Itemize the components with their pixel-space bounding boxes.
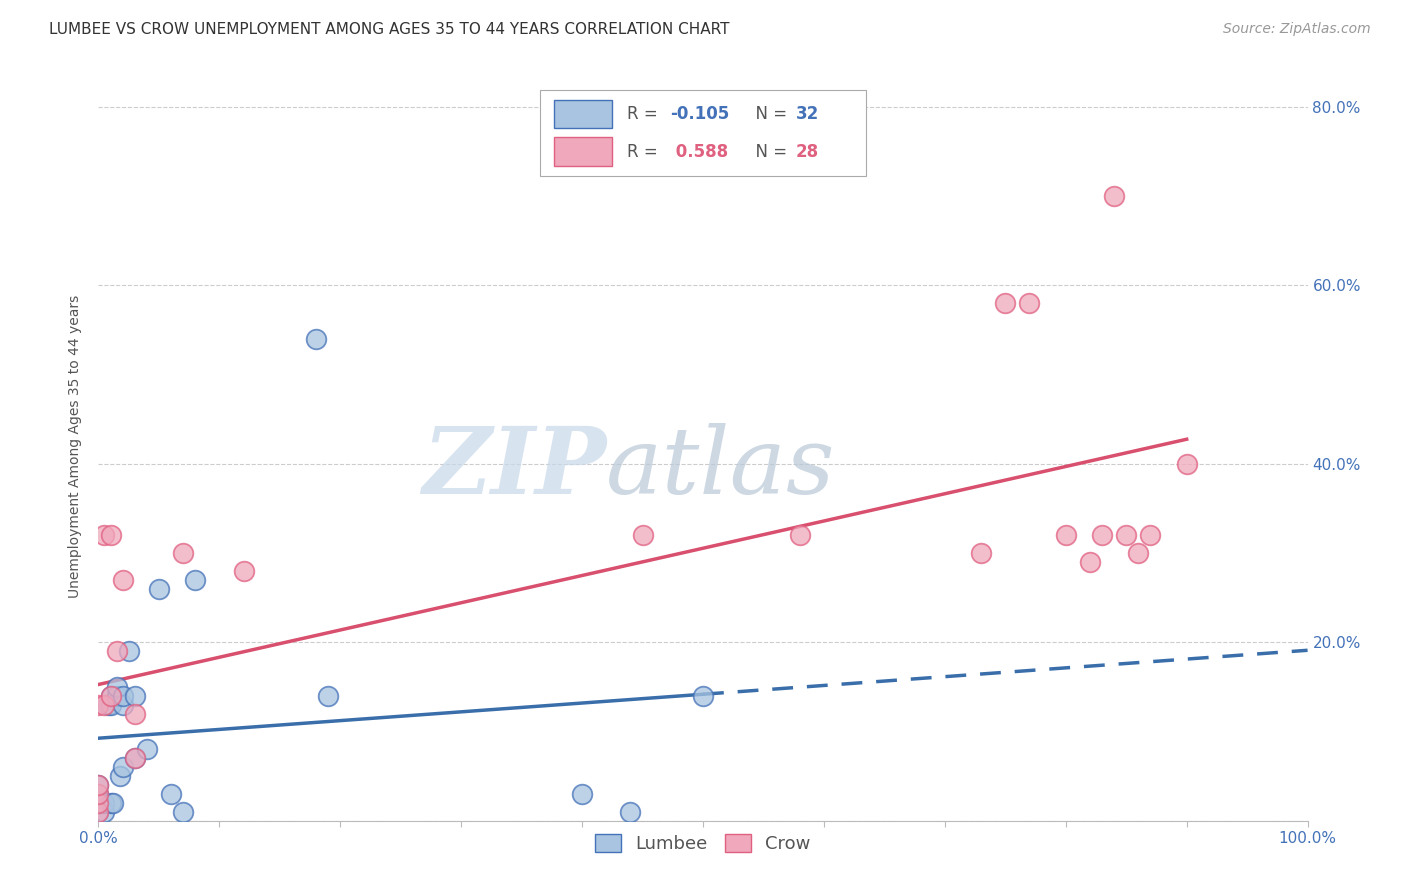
Text: LUMBEE VS CROW UNEMPLOYMENT AMONG AGES 35 TO 44 YEARS CORRELATION CHART: LUMBEE VS CROW UNEMPLOYMENT AMONG AGES 3… xyxy=(49,22,730,37)
Point xyxy=(111,689,134,703)
Point xyxy=(124,706,146,721)
Point xyxy=(1102,189,1125,203)
Point xyxy=(148,582,170,596)
Point xyxy=(93,528,115,542)
Point xyxy=(124,689,146,703)
Text: 0.588: 0.588 xyxy=(671,143,728,161)
Point xyxy=(105,680,128,694)
Point xyxy=(87,796,110,810)
Y-axis label: Unemployment Among Ages 35 to 44 years: Unemployment Among Ages 35 to 44 years xyxy=(69,294,83,598)
FancyBboxPatch shape xyxy=(540,90,866,177)
Point xyxy=(571,787,593,801)
Point xyxy=(87,787,110,801)
Text: 32: 32 xyxy=(796,105,820,123)
Point xyxy=(105,689,128,703)
Point xyxy=(316,689,339,703)
Point xyxy=(87,796,110,810)
Point xyxy=(789,528,811,542)
Point xyxy=(184,573,207,587)
Point xyxy=(87,805,110,819)
Point xyxy=(172,805,194,819)
Point xyxy=(100,689,122,703)
Text: ZIP: ZIP xyxy=(422,424,606,514)
Point xyxy=(619,805,641,819)
Text: N =: N = xyxy=(745,143,793,161)
Point xyxy=(111,573,134,587)
Point xyxy=(87,778,110,792)
Point xyxy=(1175,457,1198,471)
Point xyxy=(135,742,157,756)
Point xyxy=(100,796,122,810)
Point xyxy=(124,751,146,765)
Point xyxy=(1091,528,1114,542)
Point xyxy=(631,528,654,542)
Point xyxy=(172,546,194,560)
Point xyxy=(87,805,110,819)
Text: N =: N = xyxy=(745,105,793,123)
Legend: Lumbee, Crow: Lumbee, Crow xyxy=(588,827,818,860)
Point xyxy=(111,760,134,774)
Point xyxy=(1128,546,1150,560)
Point xyxy=(101,796,124,810)
Point xyxy=(111,698,134,712)
Text: R =: R = xyxy=(627,143,662,161)
Point xyxy=(93,698,115,712)
Point xyxy=(232,564,254,578)
Point xyxy=(994,296,1017,310)
Point xyxy=(105,644,128,658)
Point xyxy=(305,332,328,346)
Point xyxy=(93,796,115,810)
Point xyxy=(1054,528,1077,542)
Point xyxy=(1018,296,1040,310)
Point xyxy=(1115,528,1137,542)
Point xyxy=(100,528,122,542)
Point xyxy=(108,769,131,783)
Text: -0.105: -0.105 xyxy=(671,105,730,123)
Point xyxy=(93,805,115,819)
Point xyxy=(970,546,993,560)
Point xyxy=(100,689,122,703)
Point xyxy=(97,698,120,712)
Point xyxy=(87,778,110,792)
Point xyxy=(87,698,110,712)
Text: R =: R = xyxy=(627,105,662,123)
Point xyxy=(160,787,183,801)
Text: 28: 28 xyxy=(796,143,820,161)
Point xyxy=(1139,528,1161,542)
Point xyxy=(87,796,110,810)
Point xyxy=(692,689,714,703)
FancyBboxPatch shape xyxy=(554,137,613,166)
Text: Source: ZipAtlas.com: Source: ZipAtlas.com xyxy=(1223,22,1371,37)
FancyBboxPatch shape xyxy=(554,100,613,128)
Point xyxy=(87,805,110,819)
Point xyxy=(1078,555,1101,569)
Point xyxy=(87,787,110,801)
Point xyxy=(118,644,141,658)
Point xyxy=(124,751,146,765)
Point xyxy=(100,698,122,712)
Text: atlas: atlas xyxy=(606,424,835,514)
